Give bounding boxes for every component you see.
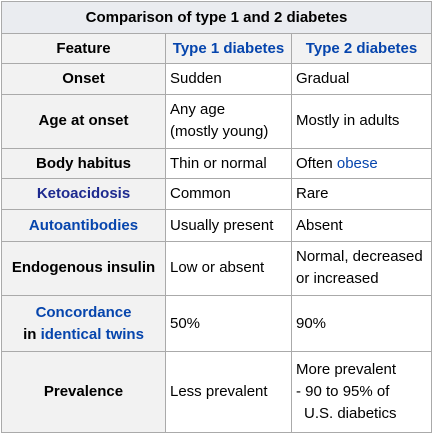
ketoacidosis-link[interactable]: Ketoacidosis [36,185,131,203]
auto-type2: Absent [290,209,432,242]
feature-ketoacidosis[interactable]: Ketoacidosis [1,178,166,211]
habitus-type1: Thin or normal [165,147,292,180]
header-feature: Feature [1,33,166,65]
table-row: Ketoacidosis Common Rare [1,178,432,211]
obese-link[interactable]: obese [336,154,378,172]
prevalence-type2-line3: U.S. diabetics [304,405,397,423]
feature-concordance: Concordance in identical twins [1,294,166,353]
table-row: Concordance in identical twins 50% 90% [1,294,432,353]
prevalence-type2-line2: - 90 to 95% of [296,383,390,401]
concordance-link[interactable]: Concordance [35,303,132,321]
feature-onset: Onset [1,63,166,95]
feature-endogenous-insulin: Endogenous insulin [1,240,166,296]
table-row: Autoantibodies Usually present Absent [1,209,432,242]
concordance-line2: in identical twins [6,324,161,346]
age-type1: Any age (mostly young) [165,93,292,150]
concordance-type2: 90% [290,294,432,353]
identical-twins-link[interactable]: identical twins [40,325,144,343]
auto-type1: Usually present [165,209,292,242]
feature-autoantibodies[interactable]: Autoantibodies [1,209,166,242]
age-type1-line2: (mostly young) [170,123,269,141]
header-type2[interactable]: Type 2 diabetes [290,33,432,65]
feature-prevalence: Prevalence [1,351,166,433]
onset-type1: Sudden [165,63,292,95]
insulin-type2-line2: or increased [296,270,379,288]
prevalence-type1: Less prevalent [165,351,292,433]
age-type1-line1: Any age [170,101,226,119]
header-type1[interactable]: Type 1 diabetes [165,33,292,65]
concordance-prefix: in [23,325,41,343]
concordance-type1: 50% [165,294,292,353]
feature-body-habitus: Body habitus [1,147,166,180]
table-row: Body habitus Thin or normal Often obese [1,147,432,180]
prevalence-type2-line1: More prevalent [296,361,397,379]
autoantibodies-link[interactable]: Autoantibodies [28,216,139,234]
table-row: Age at onset Any age (mostly young) Most… [1,93,432,150]
age-type2: Mostly in adults [290,93,432,150]
type1-diabetes-link[interactable]: Type 1 diabetes [172,39,285,57]
type2-diabetes-link[interactable]: Type 2 diabetes [305,39,418,57]
feature-age-at-onset: Age at onset [1,93,166,150]
header-row: Feature Type 1 diabetes Type 2 diabetes [1,33,432,65]
insulin-type1: Low or absent [165,240,292,296]
prevalence-type2: More prevalent - 90 to 95% of U.S. diabe… [290,351,432,433]
habitus-type2-prefix: Often [296,154,337,172]
table-row: Prevalence Less prevalent More prevalent… [1,351,432,433]
caption-row: Comparison of type 1 and 2 diabetes [0,0,432,35]
insulin-type2-line1: Normal, decreased [296,248,423,266]
keto-type1: Common [165,178,292,211]
insulin-type2: Normal, decreased or increased [290,240,432,296]
keto-type2: Rare [290,178,432,211]
table-row: Endogenous insulin Low or absent Normal,… [1,240,432,296]
table-row: Onset Sudden Gradual [1,63,432,95]
table-title: Comparison of type 1 and 2 diabetes [0,0,432,35]
onset-type2: Gradual [290,63,432,95]
habitus-type2: Often obese [290,147,432,180]
